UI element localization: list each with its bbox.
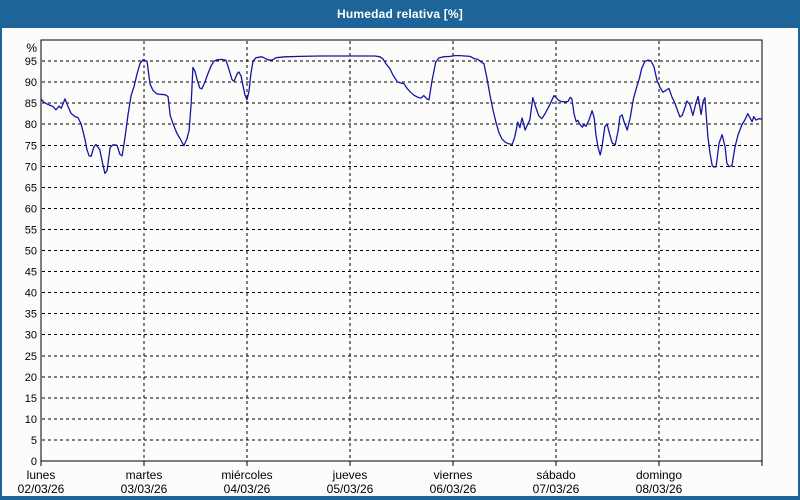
y-tick-labels: 0 5 10 15 20 25 30 35 40 45 50 55 60 65 70 75 80 85 90 95% xyxy=(25,41,38,468)
y-tick-label: 50 xyxy=(25,246,37,258)
y-tick-label: 45 xyxy=(25,267,37,279)
y-tick-label: 25 xyxy=(25,351,37,363)
x-day-name-label: sábado xyxy=(536,468,576,482)
x-day-date-label: 04/03/26 xyxy=(224,482,271,496)
x-day-date-label: 06/03/26 xyxy=(430,482,477,496)
y-tick-label: 85 xyxy=(25,98,37,110)
x-day-date-label: 07/03/26 xyxy=(533,482,580,496)
y-tick-label: 0 xyxy=(31,456,37,468)
y-gridlines xyxy=(42,60,761,441)
plot-frame xyxy=(40,39,763,462)
humidity-line xyxy=(40,54,763,175)
y-tick-label: 5 xyxy=(31,435,37,447)
x-gridlines xyxy=(143,41,660,460)
series-group xyxy=(40,54,763,175)
x-day-name-label: lunes xyxy=(27,468,56,482)
y-tick-label: 55 xyxy=(25,224,37,236)
x-day-name-label: viernes xyxy=(434,468,473,482)
chart-title-bar: Humedad relativa [%] xyxy=(0,0,800,28)
x-day-name-label: miércoles xyxy=(221,468,272,482)
y-tick-label: 65 xyxy=(25,182,37,194)
y-tick-label: 80 xyxy=(25,119,37,131)
y-tick-label: 60 xyxy=(25,203,37,215)
x-day-date-label: 02/03/26 xyxy=(18,482,65,496)
x-day-name-label: jueves xyxy=(332,468,368,482)
y-tick-label: 20 xyxy=(25,372,37,384)
chart-title: Humedad relativa [%] xyxy=(336,7,464,21)
x-day-date-label: 08/03/26 xyxy=(636,482,683,496)
y-tick-label: 90 xyxy=(25,77,37,89)
y-tick-label: 35 xyxy=(25,309,37,321)
x-day-name-label: martes xyxy=(126,468,163,482)
x-day-date-label: 03/03/26 xyxy=(121,482,168,496)
plot-border xyxy=(40,39,763,462)
x-day-date-label: 05/03/26 xyxy=(327,482,374,496)
y-tick-label: 40 xyxy=(25,288,37,300)
y-tick-label: 15 xyxy=(25,393,37,405)
y-axis-unit-label: % xyxy=(26,41,37,55)
y-tick-label: 75 xyxy=(25,140,37,152)
y-tick-label: 70 xyxy=(25,161,37,173)
x-ticks xyxy=(40,461,763,466)
y-tick-label: 10 xyxy=(25,414,37,426)
y-tick-label: 95 xyxy=(25,56,37,68)
y-tick-label: 30 xyxy=(25,330,37,342)
x-day-name-label: domingo xyxy=(636,468,682,482)
